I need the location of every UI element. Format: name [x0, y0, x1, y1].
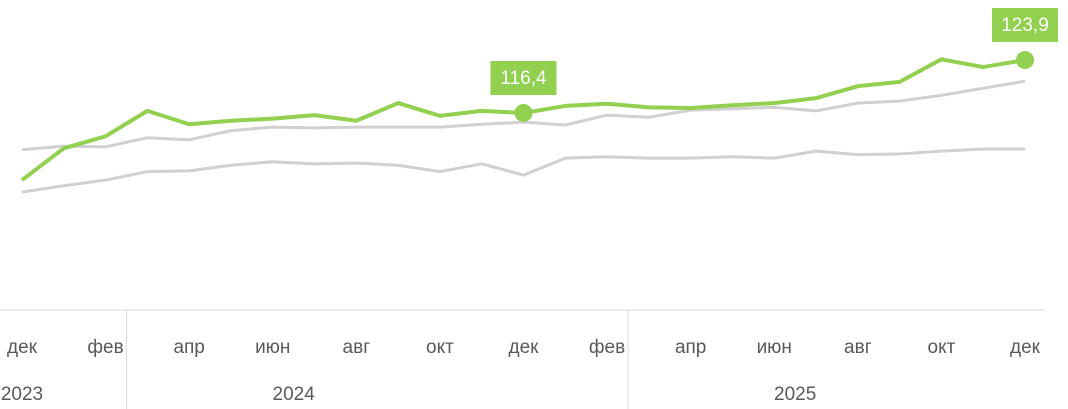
- x-tick-label: июн: [757, 337, 792, 358]
- data-label: 116,4: [500, 68, 547, 89]
- series-line: [21, 79, 1026, 152]
- data-label-box: [490, 60, 557, 95]
- x-tick-label: дек: [509, 337, 540, 358]
- x-tick-label: дек: [1010, 337, 1041, 358]
- x-tick-label: фев: [589, 337, 625, 358]
- x-tick-label: фев: [87, 337, 123, 358]
- x-group-label: 2023: [1, 384, 43, 405]
- data-point: [1016, 51, 1034, 70]
- data-label-box: [992, 8, 1058, 43]
- data-point: [514, 103, 533, 122]
- x-tick-label: апр: [675, 337, 706, 358]
- x-tick-label: дек: [7, 337, 38, 358]
- data-label: 123,9: [1001, 15, 1049, 36]
- x-group-label: 2025: [774, 384, 816, 405]
- x-tick-label: авг: [343, 337, 371, 358]
- x-tick-label: апр: [173, 337, 204, 358]
- x-tick-label: окт: [426, 337, 454, 358]
- series-line: [21, 147, 1025, 194]
- x-group-label: 2024: [273, 384, 316, 405]
- x-tick-label: окт: [928, 337, 956, 358]
- x-tick-label: июн: [255, 337, 290, 358]
- x-tick-label: авг: [844, 337, 872, 358]
